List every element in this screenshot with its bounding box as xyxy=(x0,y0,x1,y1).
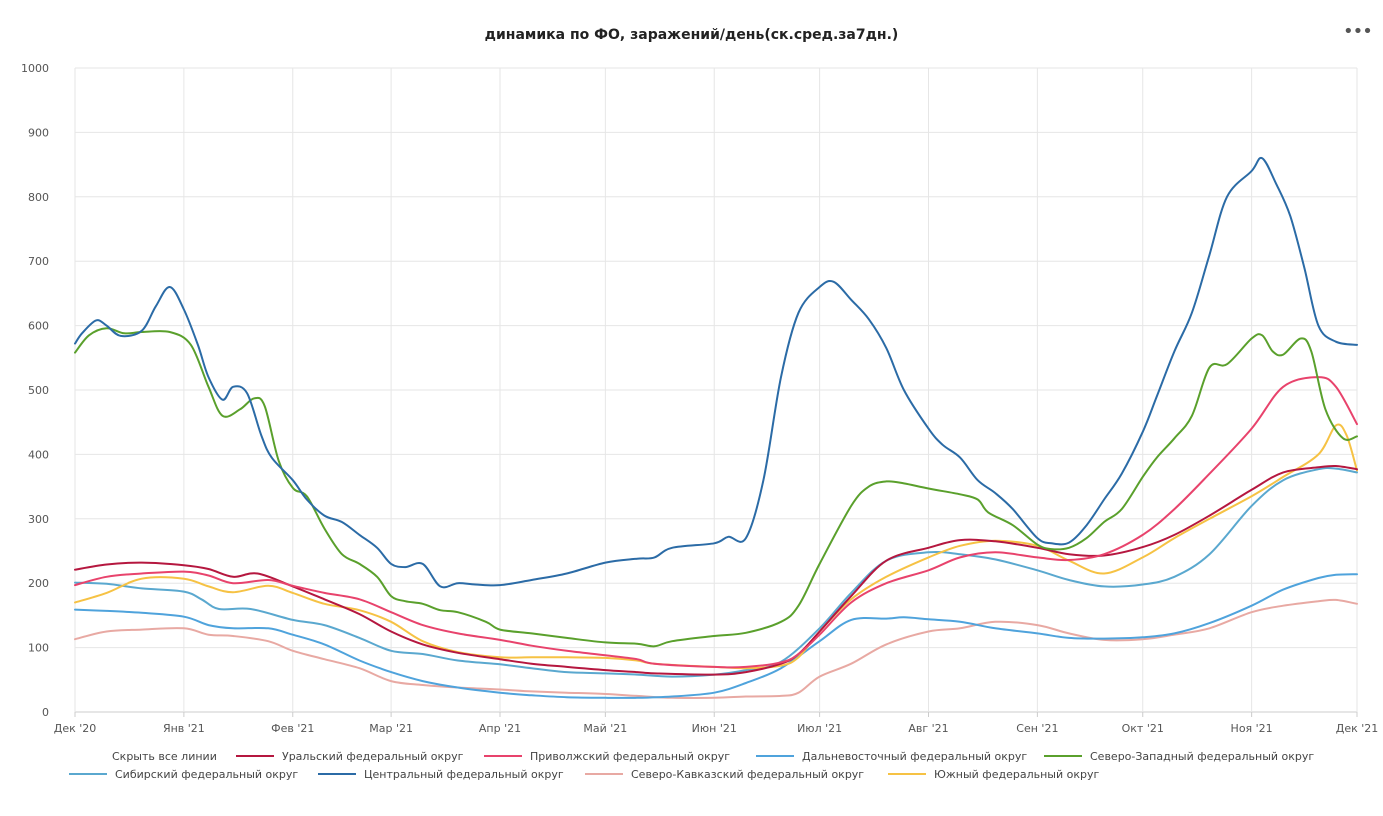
legend-item[interactable]: Северо-Кавказский федеральный округ xyxy=(585,766,864,784)
legend-label: Северо-Кавказский федеральный округ xyxy=(631,768,865,781)
chart-grid xyxy=(74,67,1358,713)
series-line[interactable] xyxy=(74,464,1358,676)
y-tick-label: 900 xyxy=(28,126,49,139)
chart-axes: 0 100 200 300 400 500 600 700 800 900 1000 Дек '20 Я… xyxy=(21,62,1378,735)
legend-item[interactable]: Центральный федеральный округ xyxy=(318,766,564,784)
legend-swatch xyxy=(585,773,623,775)
y-tick-label: 800 xyxy=(28,191,49,204)
legend-label: Дальневосточный федеральный округ xyxy=(802,750,1028,763)
legend-label: Сибирский федеральный округ xyxy=(115,768,299,781)
legend-item[interactable]: Южный федеральный округ xyxy=(888,766,1099,784)
legend-label: Южный федеральный округ xyxy=(934,768,1100,781)
legend-label: Северо-Западный федеральный округ xyxy=(1090,750,1315,763)
series-line[interactable] xyxy=(74,156,1358,589)
legend-label: Центральный федеральный округ xyxy=(364,768,564,781)
x-tick-label: Ноя '21 xyxy=(1231,722,1273,735)
legend-swatch xyxy=(69,773,107,775)
y-tick-label: 300 xyxy=(28,513,49,526)
y-tick-label: 600 xyxy=(28,320,49,333)
chart-svg: 0 100 200 300 400 500 600 700 800 900 1000 Дек '20 Я… xyxy=(21,62,1378,735)
x-tick-label: Янв '21 xyxy=(163,722,205,735)
legend-swatch xyxy=(318,773,356,775)
legend-swatch xyxy=(1044,755,1082,757)
legend-swatch xyxy=(484,755,522,757)
legend-swatch xyxy=(236,755,274,757)
series-line[interactable] xyxy=(74,598,1358,700)
x-tick-label: Дек '21 xyxy=(1336,722,1379,735)
x-tick-label: Апр '21 xyxy=(479,722,521,735)
y-tick-label: 200 xyxy=(28,577,49,590)
legend-swatch xyxy=(756,755,794,757)
legend-item[interactable]: Северо-Западный федеральный округ xyxy=(1044,748,1314,766)
legend-label: Уральский федеральный округ xyxy=(282,750,464,763)
menu-icon[interactable]: ••• xyxy=(1343,21,1373,42)
legend-row: Скрыть все линии Уральский федеральный ок… xyxy=(0,748,1383,766)
y-tick-label: 400 xyxy=(28,448,49,461)
y-tick-label: 100 xyxy=(28,642,49,655)
x-tick-label: Июн '21 xyxy=(692,722,737,735)
y-tick-label: 500 xyxy=(28,384,49,397)
x-tick-label: Май '21 xyxy=(583,722,627,735)
legend-item[interactable]: Сибирский федеральный округ xyxy=(69,766,298,784)
x-tick-label: Мар '21 xyxy=(369,722,413,735)
series-line[interactable] xyxy=(74,573,1358,699)
chart-title: динамика по ФО, заражений/день(ск.сред.з… xyxy=(484,27,899,43)
x-tick-label: Фев '21 xyxy=(271,722,314,735)
legend-swatch xyxy=(888,773,926,775)
hide-all-lines-button[interactable]: Скрыть все линии xyxy=(112,750,217,763)
x-tick-label: Сен '21 xyxy=(1016,722,1058,735)
x-tick-label: Дек '20 xyxy=(54,722,97,735)
y-tick-label: 1000 xyxy=(21,62,49,75)
series-line[interactable] xyxy=(74,466,1358,678)
y-tick-label: 700 xyxy=(28,255,49,268)
legend-item[interactable]: Приволжский федеральный округ xyxy=(484,748,730,766)
x-tick-label: Авг '21 xyxy=(908,722,948,735)
series-line[interactable] xyxy=(74,423,1358,670)
legend-item[interactable]: Дальневосточный федеральный округ xyxy=(756,748,1027,766)
series-line[interactable] xyxy=(74,376,1358,669)
x-tick-label: Окт '21 xyxy=(1122,722,1164,735)
chart-series xyxy=(74,156,1358,700)
legend-label: Приволжский федеральный округ xyxy=(530,750,730,763)
legend-row: Сибирский федеральный округ Центральный ф… xyxy=(0,766,1383,784)
y-tick-label: 0 xyxy=(42,706,49,719)
legend-item[interactable]: Уральский федеральный округ xyxy=(236,748,463,766)
series-line[interactable] xyxy=(74,327,1358,648)
x-tick-label: Июл '21 xyxy=(797,722,842,735)
